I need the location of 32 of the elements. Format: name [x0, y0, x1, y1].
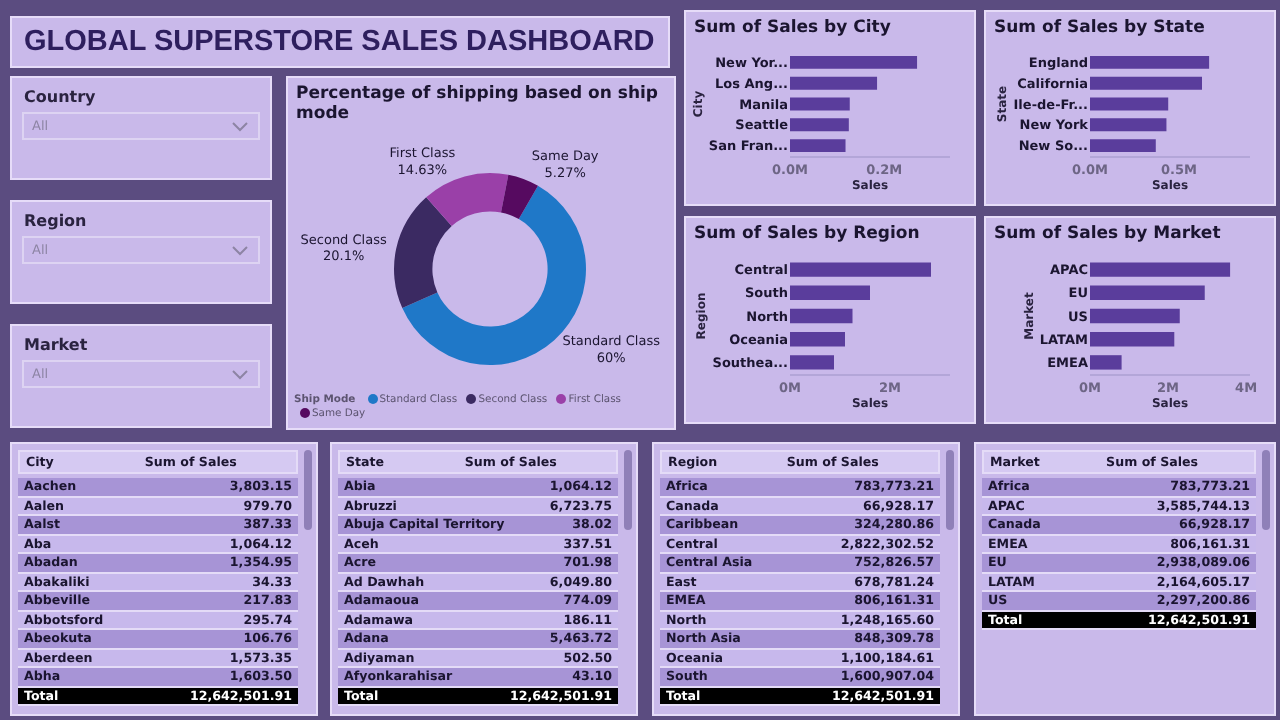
- chart-title: Sum of Sales by Market: [992, 222, 1223, 244]
- bar: [1090, 97, 1169, 111]
- bar: [1090, 285, 1205, 300]
- bar: [790, 76, 878, 90]
- bar: [790, 308, 853, 324]
- bar: [1090, 355, 1122, 370]
- bar: [790, 139, 846, 153]
- chart-title: Percentage of shipping based on ship mode: [294, 82, 660, 124]
- bar: [1090, 332, 1175, 347]
- chart-title: Sum of Sales by City: [692, 16, 893, 38]
- bar: [790, 262, 931, 277]
- bar: [1090, 262, 1231, 277]
- bar: [790, 55, 918, 69]
- text: Country: [22, 86, 98, 110]
- bar: [790, 332, 845, 347]
- bar: [1090, 118, 1167, 132]
- bar: [1090, 76, 1202, 90]
- bar: [790, 285, 870, 300]
- text: Region: [22, 210, 89, 234]
- bar: [1090, 55, 1210, 69]
- donut-slice: [394, 197, 452, 309]
- chart-title: Sum of Sales by Region: [692, 222, 922, 244]
- text: GLOBAL SUPERSTORE SALES DASHBOARD: [12, 18, 668, 66]
- chart-title: Sum of Sales by State: [992, 16, 1207, 38]
- bar: [1090, 308, 1180, 324]
- bar: [1090, 139, 1156, 153]
- text: Market: [22, 334, 90, 358]
- donut-slice: [426, 173, 509, 226]
- bar: [790, 118, 849, 132]
- bar: [790, 97, 850, 111]
- bar: [790, 355, 834, 370]
- donut-slice: [501, 174, 538, 220]
